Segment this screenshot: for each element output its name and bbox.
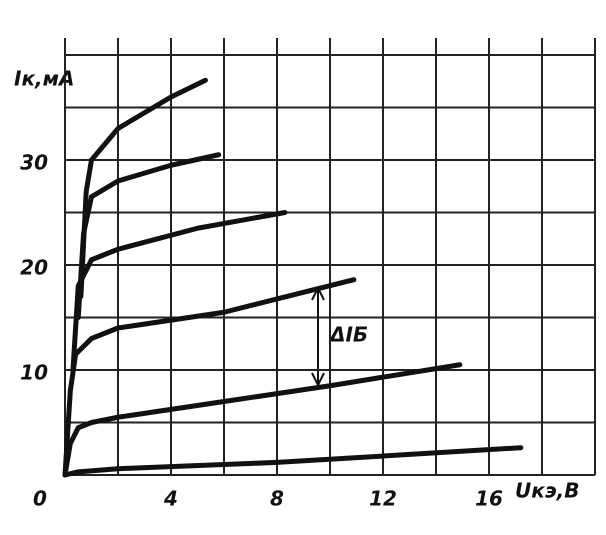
x-tick-label: 0 — [33, 487, 47, 511]
curve — [62, 445, 524, 478]
annotation: ΔIБ — [328, 323, 368, 347]
x-tick-label: 12 — [369, 487, 397, 511]
curve — [70, 210, 288, 373]
curve — [78, 77, 208, 299]
x-tick-label: 8 — [270, 487, 284, 511]
x-tick-label: 4 — [163, 487, 178, 511]
y-tick-label: 20 — [20, 256, 48, 280]
y-tick-label: 10 — [20, 361, 48, 385]
y-tick-label: 30 — [20, 151, 48, 175]
curve — [62, 362, 463, 478]
x-axis-label: Uкэ,В — [515, 479, 580, 503]
x-tick-label: 16 — [475, 487, 503, 511]
curve — [62, 277, 357, 478]
curve — [75, 152, 222, 320]
